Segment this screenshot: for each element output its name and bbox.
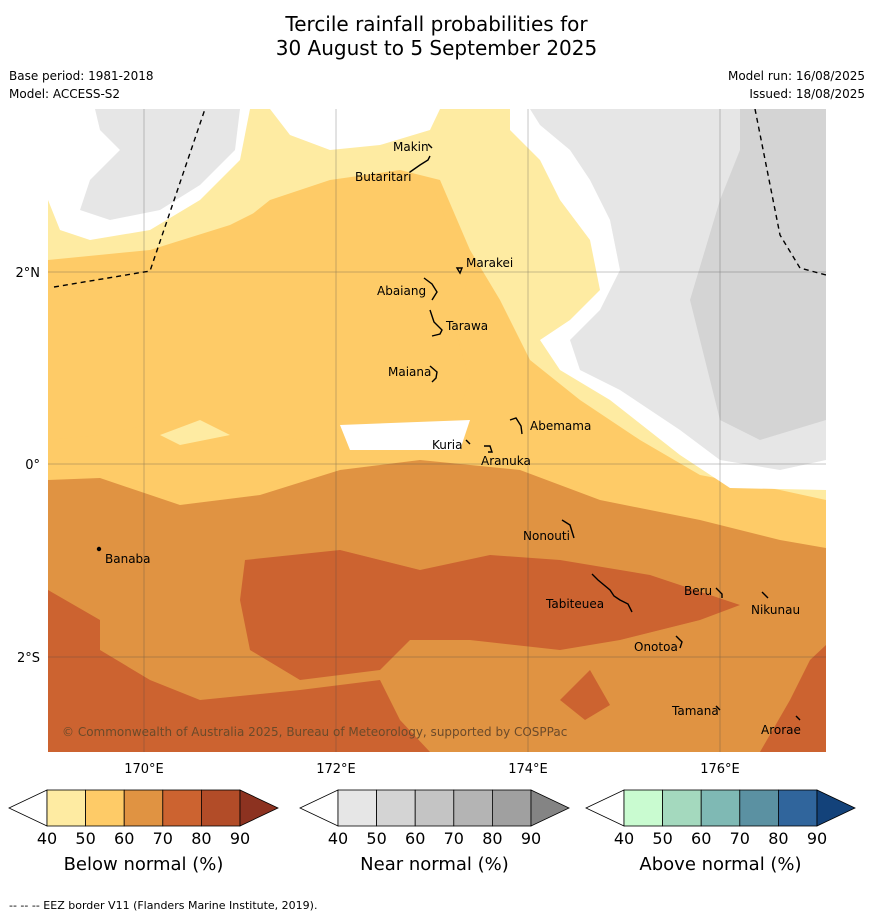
lon-tick-172: 172°E: [316, 762, 356, 777]
colorbar-below-segment-80: [200, 789, 241, 827]
colorbar-near-tick-40: 40: [328, 829, 348, 848]
colorbar-above-tick-40: 40: [614, 829, 634, 848]
probability-80-patch: [560, 670, 610, 720]
small-yellow-patch: [160, 420, 230, 445]
eez-footnote: -- -- -- EEZ border V11 (Flanders Marine…: [9, 899, 318, 912]
label-nonouti: Nonouti: [523, 529, 570, 543]
near-normal-60-region: [690, 109, 826, 440]
chart-title: Tercile rainfall probabilities for 30 Au…: [0, 12, 873, 60]
colorbar-below-tick-90: 90: [230, 829, 250, 848]
colorbar-above-segment-80: [778, 789, 818, 827]
label-beru: Beru: [684, 584, 712, 598]
meta-left: Base period: 1981-2018 Model: ACCESS-S2: [9, 67, 154, 103]
label-kuria: Kuria: [432, 438, 463, 452]
colorbar-below-segment-60: [123, 789, 164, 827]
probability-80-region-central: [240, 550, 740, 680]
label-makin: Makin: [393, 140, 429, 154]
base-period: Base period: 1981-2018: [9, 69, 154, 83]
colorbar-near-label: Near normal (%): [360, 854, 509, 875]
colorbar-near-tick-60: 60: [405, 829, 425, 848]
colorbar-below: 40 50 60 70 80 90 Below normal (%): [8, 789, 279, 875]
model-run: Model run: 16/08/2025: [727, 69, 865, 83]
probability-80-region-south-east: [760, 645, 826, 752]
lat-tick-0: 0°: [25, 458, 40, 473]
probability-80-region-south-west: [48, 590, 430, 752]
colorbar-near: 40 50 60 70 80 90 Near normal (%): [299, 789, 570, 875]
colorbar-below-tick-60: 60: [114, 829, 134, 848]
colorbar-above-low-extend: [585, 789, 625, 827]
colorbar-below-tick-50: 50: [75, 829, 95, 848]
model-name: Model: ACCESS-S2: [9, 87, 121, 101]
gridlines: [48, 109, 826, 752]
colorbar-below-label: Below normal (%): [64, 854, 224, 875]
map-panel: Makin Butaritari Marakei Abaiang Tarawa …: [48, 109, 826, 752]
colorbar-above-tick-90: 90: [807, 829, 827, 848]
nw-grey-region: [80, 109, 240, 220]
label-nikunau: Nikunau: [751, 603, 800, 617]
island-shapes: [96, 143, 801, 721]
n-white-region: [270, 109, 440, 150]
title-line-1: Tercile rainfall probabilities for: [285, 12, 588, 36]
label-onotoa: Onotoa: [634, 640, 678, 654]
colorbar-near-tick-50: 50: [366, 829, 386, 848]
colorbar-below-tick-80: 80: [191, 829, 211, 848]
colorbar-above-tick-60: 60: [691, 829, 711, 848]
meta-right: Model run: 16/08/2025 Issued: 18/08/2025: [728, 67, 865, 103]
probability-60-region: [48, 180, 470, 440]
colorbar-above-label: Above normal (%): [639, 854, 801, 875]
equator-white-strip: [340, 420, 470, 450]
label-abemama: Abemama: [530, 419, 591, 433]
label-tabiteuea: Tabiteuea: [545, 597, 604, 611]
colorbar-above-segment-40: [623, 789, 663, 827]
colorbar-below-low-extend: [8, 789, 48, 827]
label-maiana: Maiana: [388, 365, 431, 379]
colorbar-near-segment-80: [491, 789, 532, 827]
label-tamana: Tamana: [671, 704, 719, 718]
lon-tick-176: 176°E: [700, 762, 740, 777]
colorbar-below-high-extend: [239, 789, 279, 827]
colorbar-near-tick-90: 90: [521, 829, 541, 848]
colorbar-above-segment-60: [700, 789, 741, 827]
title-line-2: 30 August to 5 September 2025: [275, 36, 598, 60]
lat-tick-2s: 2°S: [17, 651, 40, 666]
colorbar-near-segment-70: [453, 789, 493, 827]
label-aranuka: Aranuka: [481, 454, 531, 468]
lon-tick-170: 170°E: [124, 762, 164, 777]
copyright-notice: © Commonwealth of Australia 2025, Bureau…: [62, 725, 567, 739]
colorbar-above: 40 50 60 70 80 90 Above normal (%): [585, 789, 856, 875]
colorbar-near-high-extend: [530, 789, 570, 827]
colorbar-above-tick-80: 80: [768, 829, 788, 848]
colorbar-above-tick-70: 70: [730, 829, 750, 848]
colorbar-near-segment-40: [337, 789, 377, 827]
label-tarawa: Tarawa: [445, 319, 488, 333]
lon-tick-174: 174°E: [508, 762, 548, 777]
colorbar-near-tick-70: 70: [444, 829, 464, 848]
colorbar-below-segment-70: [162, 789, 202, 827]
colorbar-near-segment-60: [414, 789, 455, 827]
colorbars: 40 50 60 70 80 90 Below normal (%) 40 50 60 70 80 90…: [8, 789, 856, 875]
colorbar-below-segment-40: [46, 789, 86, 827]
issued-date: Issued: 18/08/2025: [749, 87, 865, 101]
colorbar-above-high-extend: [816, 789, 856, 827]
label-butaritari: Butaritari: [355, 170, 412, 184]
label-arorae: Arorae: [761, 723, 801, 737]
colorbar-below-tick-40: 40: [37, 829, 57, 848]
colorbar-below-tick-70: 70: [153, 829, 173, 848]
label-abaiang: Abaiang: [377, 284, 426, 298]
colorbar-near-low-extend: [299, 789, 339, 827]
colorbar-above-segment-70: [739, 789, 779, 827]
colorbar-near-tick-80: 80: [482, 829, 502, 848]
label-banaba: Banaba: [105, 552, 151, 566]
colorbar-above-segment-50: [662, 789, 702, 827]
lat-tick-2n: 2°N: [16, 266, 41, 281]
colorbar-above-tick-50: 50: [652, 829, 672, 848]
colorbar-near-segment-50: [376, 789, 416, 827]
label-marakei: Marakei: [466, 256, 513, 270]
eez-border: [53, 109, 826, 288]
colorbar-below-segment-50: [85, 789, 125, 827]
